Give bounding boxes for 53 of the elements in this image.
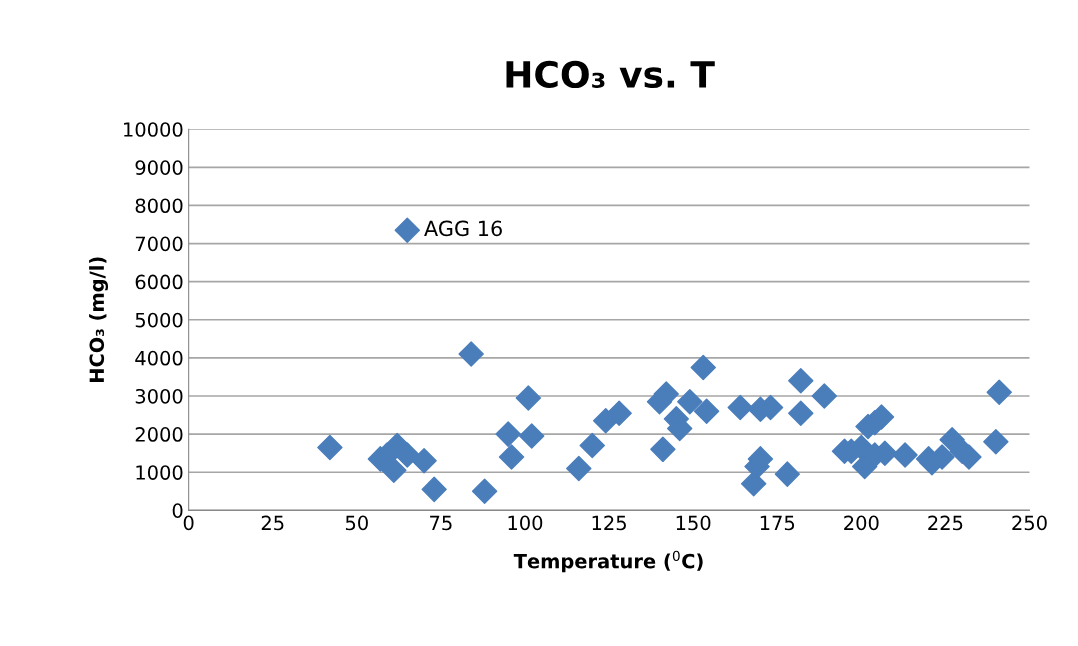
point [317,434,343,461]
point [774,461,801,487]
point [677,388,703,415]
point [986,379,1012,405]
y-tick-label: 9000 [135,160,183,175]
y-tick-label: 10000 [124,122,183,137]
point [394,442,420,468]
y-axis-title: HCO₃ (mg/l) [89,257,109,383]
point [495,421,521,447]
x-tick-label: 75 [430,515,452,531]
point [693,398,720,424]
point [566,455,592,482]
point [892,442,918,468]
y-tick-label: 0 [172,503,183,518]
point [983,429,1009,455]
x-tick-label: 100 [508,515,543,531]
y-tick-label: 1000 [136,465,183,480]
point [727,394,753,421]
point [788,400,814,426]
y-tick-label: 6000 [135,274,183,290]
point [411,448,437,474]
point [811,383,838,409]
y-tick-label: 4000 [135,350,183,366]
x-tick-label: 25 [261,515,284,531]
point [381,457,407,484]
point [518,423,545,449]
x-tick-label: 125 [592,515,626,531]
y-tick-label: 3000 [135,388,183,404]
annotation: AGG 16 [424,220,502,237]
point [394,217,420,243]
y-tick-label: 5000 [135,312,183,328]
x-axis-title: Temperature ($^{0}$C) [513,550,703,573]
x-tick-label: 250 [1012,515,1047,531]
point [579,432,605,459]
y-tick-label: 8000 [135,198,183,214]
point [471,478,498,505]
point [606,400,632,426]
point [690,354,716,381]
x-tick-label: 225 [928,515,963,531]
point [458,341,484,367]
point [650,436,676,463]
x-tick-label: 0 [183,515,194,531]
x-tick-label: 50 [345,515,368,531]
y-tick-label: 7000 [135,236,183,252]
x-tick-label: 175 [760,515,795,531]
chart-title: HCO₃ vs. T [506,60,715,89]
point [515,385,542,411]
x-tick-label: 150 [676,515,711,531]
y-tick-label: 2000 [135,427,183,442]
point [421,476,447,503]
point [498,444,525,470]
point [788,368,814,394]
x-tick-label: 200 [844,515,879,531]
